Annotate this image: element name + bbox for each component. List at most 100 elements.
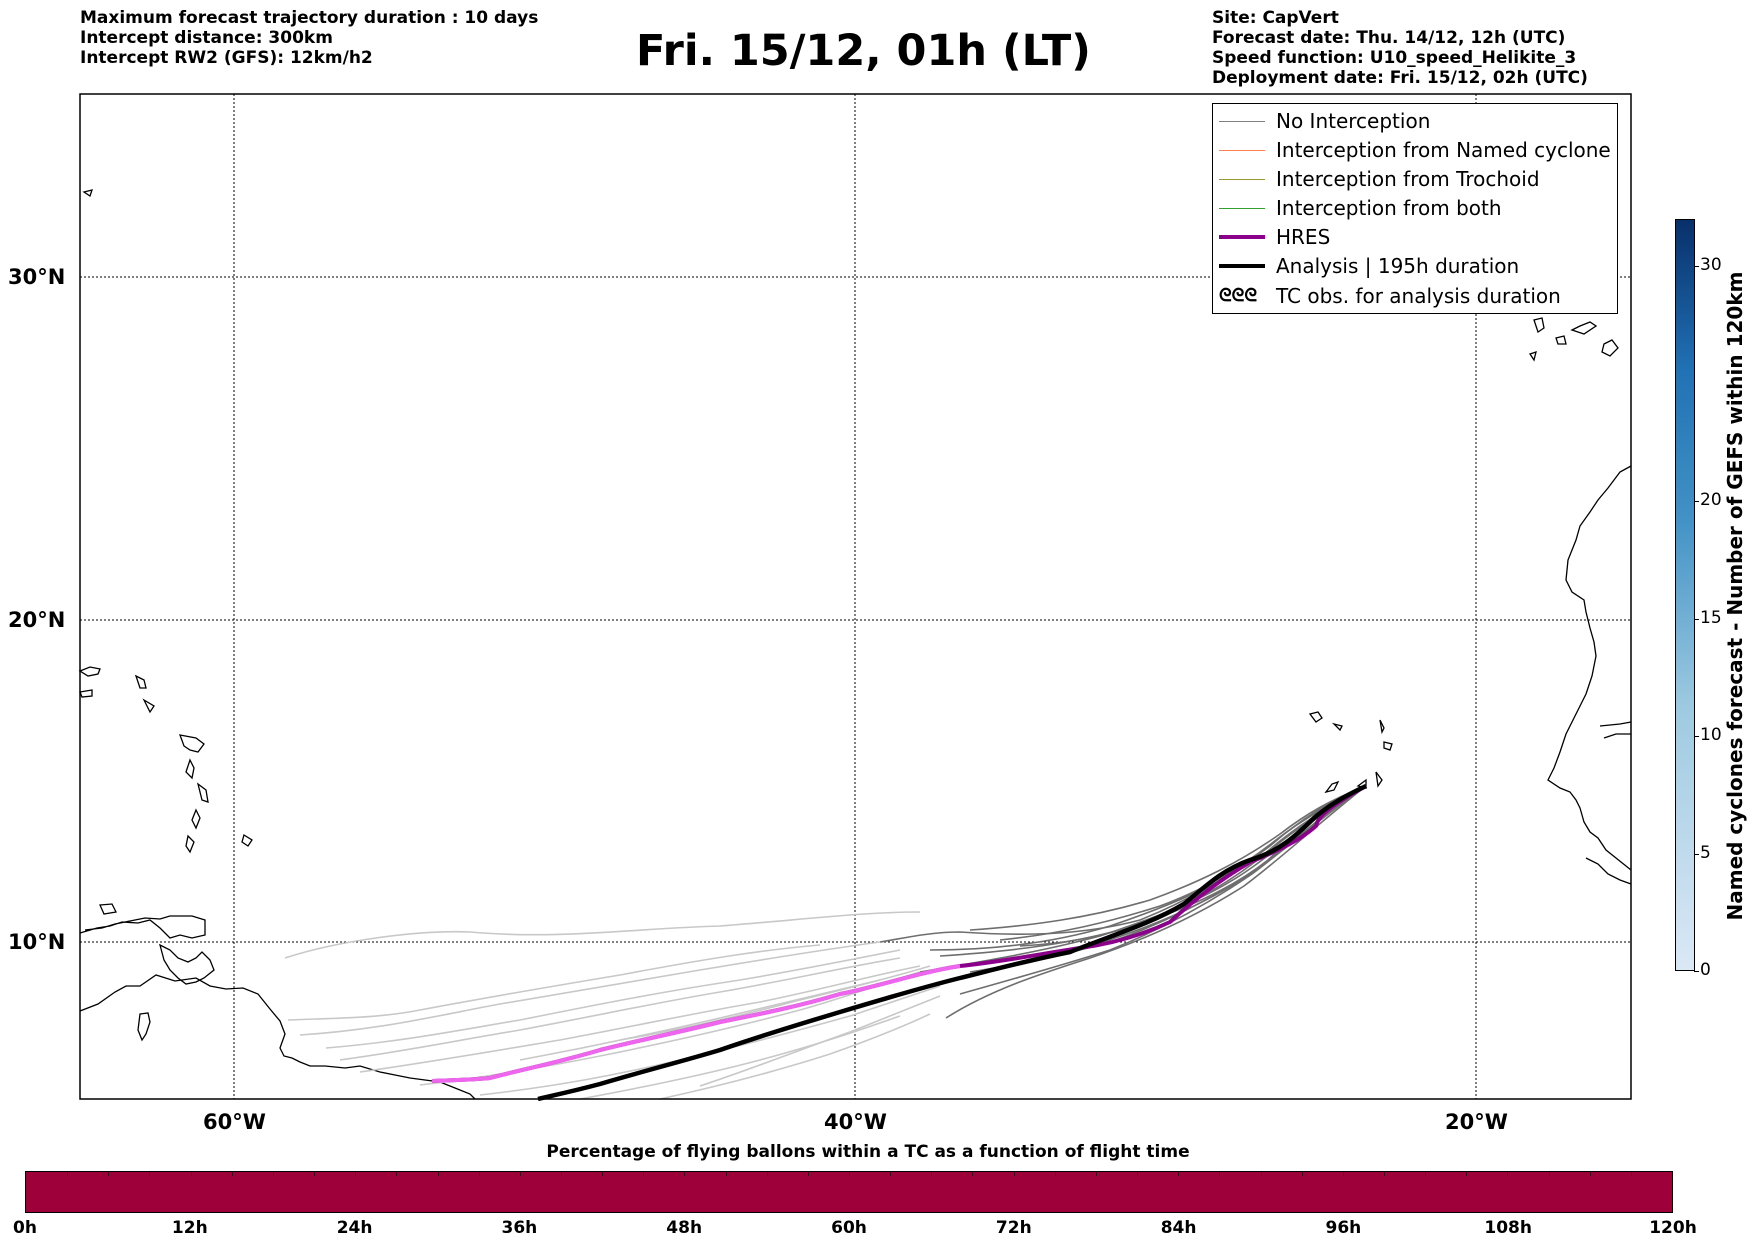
colorbar-horizontal-minor-tick bbox=[396, 1172, 398, 1176]
colorbar-horizontal bbox=[25, 1171, 1673, 1213]
legend-label-no-interception: No Interception bbox=[1276, 109, 1431, 133]
island-guadeloupe bbox=[178, 734, 205, 753]
colorbar-horizontal-minor-tick bbox=[807, 1172, 809, 1176]
colorbar-vertical-tickmark-30 bbox=[1694, 266, 1699, 267]
lat-tick-30n: 30°N bbox=[8, 265, 66, 289]
cv-sao-vicente bbox=[1331, 722, 1343, 732]
colorbar-vertical-tickmark-0 bbox=[1694, 971, 1699, 972]
intercept-rw2-text: Intercept RW2 (GFS): 12km/h2 bbox=[80, 48, 373, 68]
speed-function-text: Speed function: U10_speed_Helikite_3 bbox=[1212, 48, 1577, 68]
colorbar-horizontal-minor-tick bbox=[766, 1172, 768, 1176]
colorbar-vertical-tick-30: 30 bbox=[1700, 255, 1722, 275]
island-north-3 bbox=[134, 674, 147, 689]
map-border bbox=[79, 93, 1632, 1100]
traj-near-6 bbox=[969, 785, 1367, 931]
intercept-distance-text: Intercept distance: 300km bbox=[80, 28, 333, 48]
colorbar-horizontal-tick-5: 60h bbox=[831, 1218, 867, 1238]
lon-tick-40w: 40°W bbox=[824, 1110, 887, 1134]
colorbar-vertical-tick-0: 0 bbox=[1700, 960, 1711, 980]
colorbar-horizontal-tick-1: 12h bbox=[171, 1218, 208, 1238]
analysis-trajectory bbox=[537, 783, 1367, 1102]
traj-far-2 bbox=[287, 944, 821, 1021]
venezuela-coast bbox=[79, 915, 206, 939]
legend-item-both: Interception from both bbox=[1213, 197, 1617, 219]
south-america-coast bbox=[79, 974, 476, 1100]
colorbar-horizontal-minor-tick bbox=[108, 1172, 110, 1176]
lon-tick-20w: 20°W bbox=[1445, 1110, 1508, 1134]
legend-label-tc-obs: TC obs. for analysis duration bbox=[1276, 284, 1561, 308]
island-north-1 bbox=[78, 666, 101, 677]
colorbar-horizontal-minor-tick bbox=[478, 1172, 480, 1176]
colorbar-horizontal-minor-tick bbox=[1095, 1172, 1097, 1176]
canary-2 bbox=[1555, 335, 1567, 345]
traj-far-12 bbox=[619, 965, 931, 1041]
colorbar-horizontal-tick-3: 36h bbox=[501, 1218, 538, 1238]
colorbar-horizontal-minor-tick bbox=[1466, 1172, 1468, 1176]
legend-label-named-cyclone: Interception from Named cyclone bbox=[1276, 138, 1611, 162]
traj-far-3 bbox=[299, 941, 881, 1036]
africa-coast bbox=[1547, 465, 1632, 871]
colorbar-vertical-tick-20: 20 bbox=[1700, 490, 1722, 510]
colorbar-vertical-tickmark-15 bbox=[1694, 618, 1699, 620]
legend-item-trochoid: Interception from Trochoid bbox=[1213, 168, 1617, 190]
legend-line-named-cyclone bbox=[1219, 150, 1265, 151]
colorbar-horizontal-minor-tick bbox=[972, 1172, 974, 1176]
island-north-2 bbox=[79, 689, 93, 698]
colorbar-horizontal-minor-tick bbox=[684, 1172, 686, 1176]
colorbar-horizontal-minor-tick bbox=[231, 1172, 233, 1176]
colorbar-horizontal-tick-6: 72h bbox=[995, 1218, 1032, 1238]
legend-item-tc-obs: ᘓᘓᘓ TC obs. for analysis duration bbox=[1213, 285, 1617, 307]
canary-1 bbox=[1533, 317, 1545, 334]
colorbar-horizontal-minor-tick bbox=[1219, 1172, 1221, 1176]
legend-label-trochoid: Interception from Trochoid bbox=[1276, 167, 1540, 191]
map-title: Fri. 15/12, 01h (LT) bbox=[636, 26, 1091, 76]
traj-far-13 bbox=[699, 995, 941, 1087]
colorbar-horizontal-minor-tick bbox=[272, 1172, 274, 1176]
colorbar-horizontal-minor-tick bbox=[355, 1172, 357, 1176]
colorbar-horizontal-minor-tick bbox=[1137, 1172, 1139, 1176]
traj-far-4 bbox=[339, 957, 901, 1061]
legend-label-analysis: Analysis | 195h duration bbox=[1276, 254, 1520, 278]
traj-far-5 bbox=[359, 965, 921, 1073]
legend-item-hres: HRES bbox=[1213, 226, 1617, 248]
colorbar-horizontal-minor-tick bbox=[890, 1172, 892, 1176]
colorbar-horizontal-minor-tick bbox=[560, 1172, 562, 1176]
colorbar-vertical-label: Named cyclones forecast - Number of GEFS… bbox=[1723, 271, 1747, 921]
colorbar-vertical bbox=[1675, 219, 1695, 971]
colorbar-horizontal-minor-tick bbox=[190, 1172, 192, 1176]
colorbar-vertical-tick-15: 15 bbox=[1700, 607, 1722, 628]
colorbar-horizontal-minor-tick bbox=[1507, 1172, 1509, 1176]
traj-near-7 bbox=[945, 785, 1367, 1019]
colorbar-horizontal-minor-tick bbox=[437, 1172, 439, 1176]
traj-far-9 bbox=[659, 1013, 931, 1100]
colorbar-horizontal-tick-10: 120h bbox=[1649, 1218, 1697, 1238]
colorbar-horizontal-minor-tick bbox=[849, 1172, 850, 1176]
legend-line-no-interception bbox=[1219, 121, 1265, 122]
colorbar-horizontal-tick-9: 108h bbox=[1484, 1218, 1532, 1238]
island-north-4 bbox=[142, 698, 155, 714]
island-barbados bbox=[241, 833, 253, 847]
legend-item-named-cyclone: Interception from Named cyclone bbox=[1213, 139, 1617, 161]
colorbar-vertical-tickmark-20 bbox=[1694, 501, 1699, 502]
africa-gambia-2 bbox=[1603, 733, 1631, 739]
colorbar-horizontal-minor-tick bbox=[1630, 1172, 1632, 1176]
tc-obs-icon: ᘓᘓᘓ bbox=[1219, 285, 1258, 306]
colorbar-horizontal-minor-tick bbox=[1548, 1172, 1550, 1176]
cv-santiago bbox=[1375, 771, 1383, 788]
africa-guinea-coast bbox=[1585, 857, 1632, 885]
legend-label-both: Interception from both bbox=[1276, 196, 1502, 220]
colorbar-horizontal-minor-tick bbox=[67, 1172, 69, 1176]
map-legend: No Interception Interception from Named … bbox=[1212, 103, 1618, 314]
colorbar-vertical-gradient bbox=[1676, 220, 1694, 970]
ensemble-far bbox=[284, 911, 941, 1100]
legend-line-hres bbox=[1219, 235, 1265, 239]
colorbar-horizontal-minor-tick bbox=[1013, 1172, 1015, 1176]
colorbar-horizontal-minor-tick bbox=[519, 1172, 521, 1176]
cv-boavista bbox=[1383, 741, 1393, 751]
legend-line-both bbox=[1219, 208, 1265, 209]
island-guyana bbox=[137, 1012, 151, 1042]
island-aruba bbox=[99, 903, 117, 915]
traj-near-10 bbox=[959, 785, 1367, 995]
hres-trajectory-early bbox=[431, 964, 961, 1083]
colorbar-horizontal-minor-tick bbox=[149, 1172, 151, 1176]
